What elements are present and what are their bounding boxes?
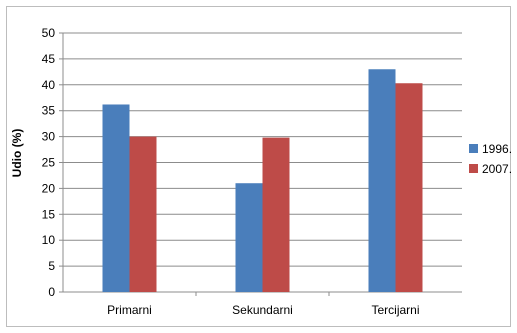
y-tick-label: 25	[42, 156, 56, 170]
y-tick-label: 0	[48, 285, 55, 299]
y-tick-label: 35	[42, 104, 56, 118]
bar-1996-tercijarni	[368, 69, 396, 292]
y-tick-label: 45	[42, 52, 56, 66]
bars	[102, 69, 423, 292]
y-tick-label: 50	[42, 26, 56, 40]
legend-label: 1996.	[482, 142, 512, 156]
x-tick-label: Primarni	[107, 303, 152, 317]
y-tick-label: 40	[42, 78, 56, 92]
y-tick-label: 20	[42, 181, 56, 195]
y-tick-label: 10	[42, 233, 56, 247]
bar-2007-sekundarni	[262, 137, 290, 292]
bar-1996-primarni	[102, 104, 130, 292]
y-tick-label: 5	[48, 259, 55, 273]
legend: 1996. 2007.	[469, 142, 512, 176]
legend-label: 2007.	[482, 162, 512, 176]
legend-swatch	[469, 144, 478, 153]
y-tick-label: 15	[42, 207, 56, 221]
bar-1996-sekundarni	[235, 183, 263, 292]
bar-chart: 0 5 10 15 20 25 30 35 40 45 50 Primarni Sekundarni Te…	[10, 26, 512, 317]
tick-labels: 0 5 10 15 20 25 30 35 40 45 50 Primarni Sekundarni Te…	[42, 26, 420, 317]
bar-2007-tercijarni	[395, 83, 423, 292]
chart-frame: 0 5 10 15 20 25 30 35 40 45 50 Primarni Sekundarni Te…	[6, 6, 512, 327]
x-tick-label: Sekundarni	[232, 303, 293, 317]
bar-2007-primarni	[129, 136, 157, 292]
y-tick-label: 30	[42, 130, 56, 144]
x-tick-label: Tercijarni	[371, 303, 419, 317]
y-axis-label: Udio (%)	[10, 129, 24, 178]
legend-swatch	[469, 164, 478, 173]
